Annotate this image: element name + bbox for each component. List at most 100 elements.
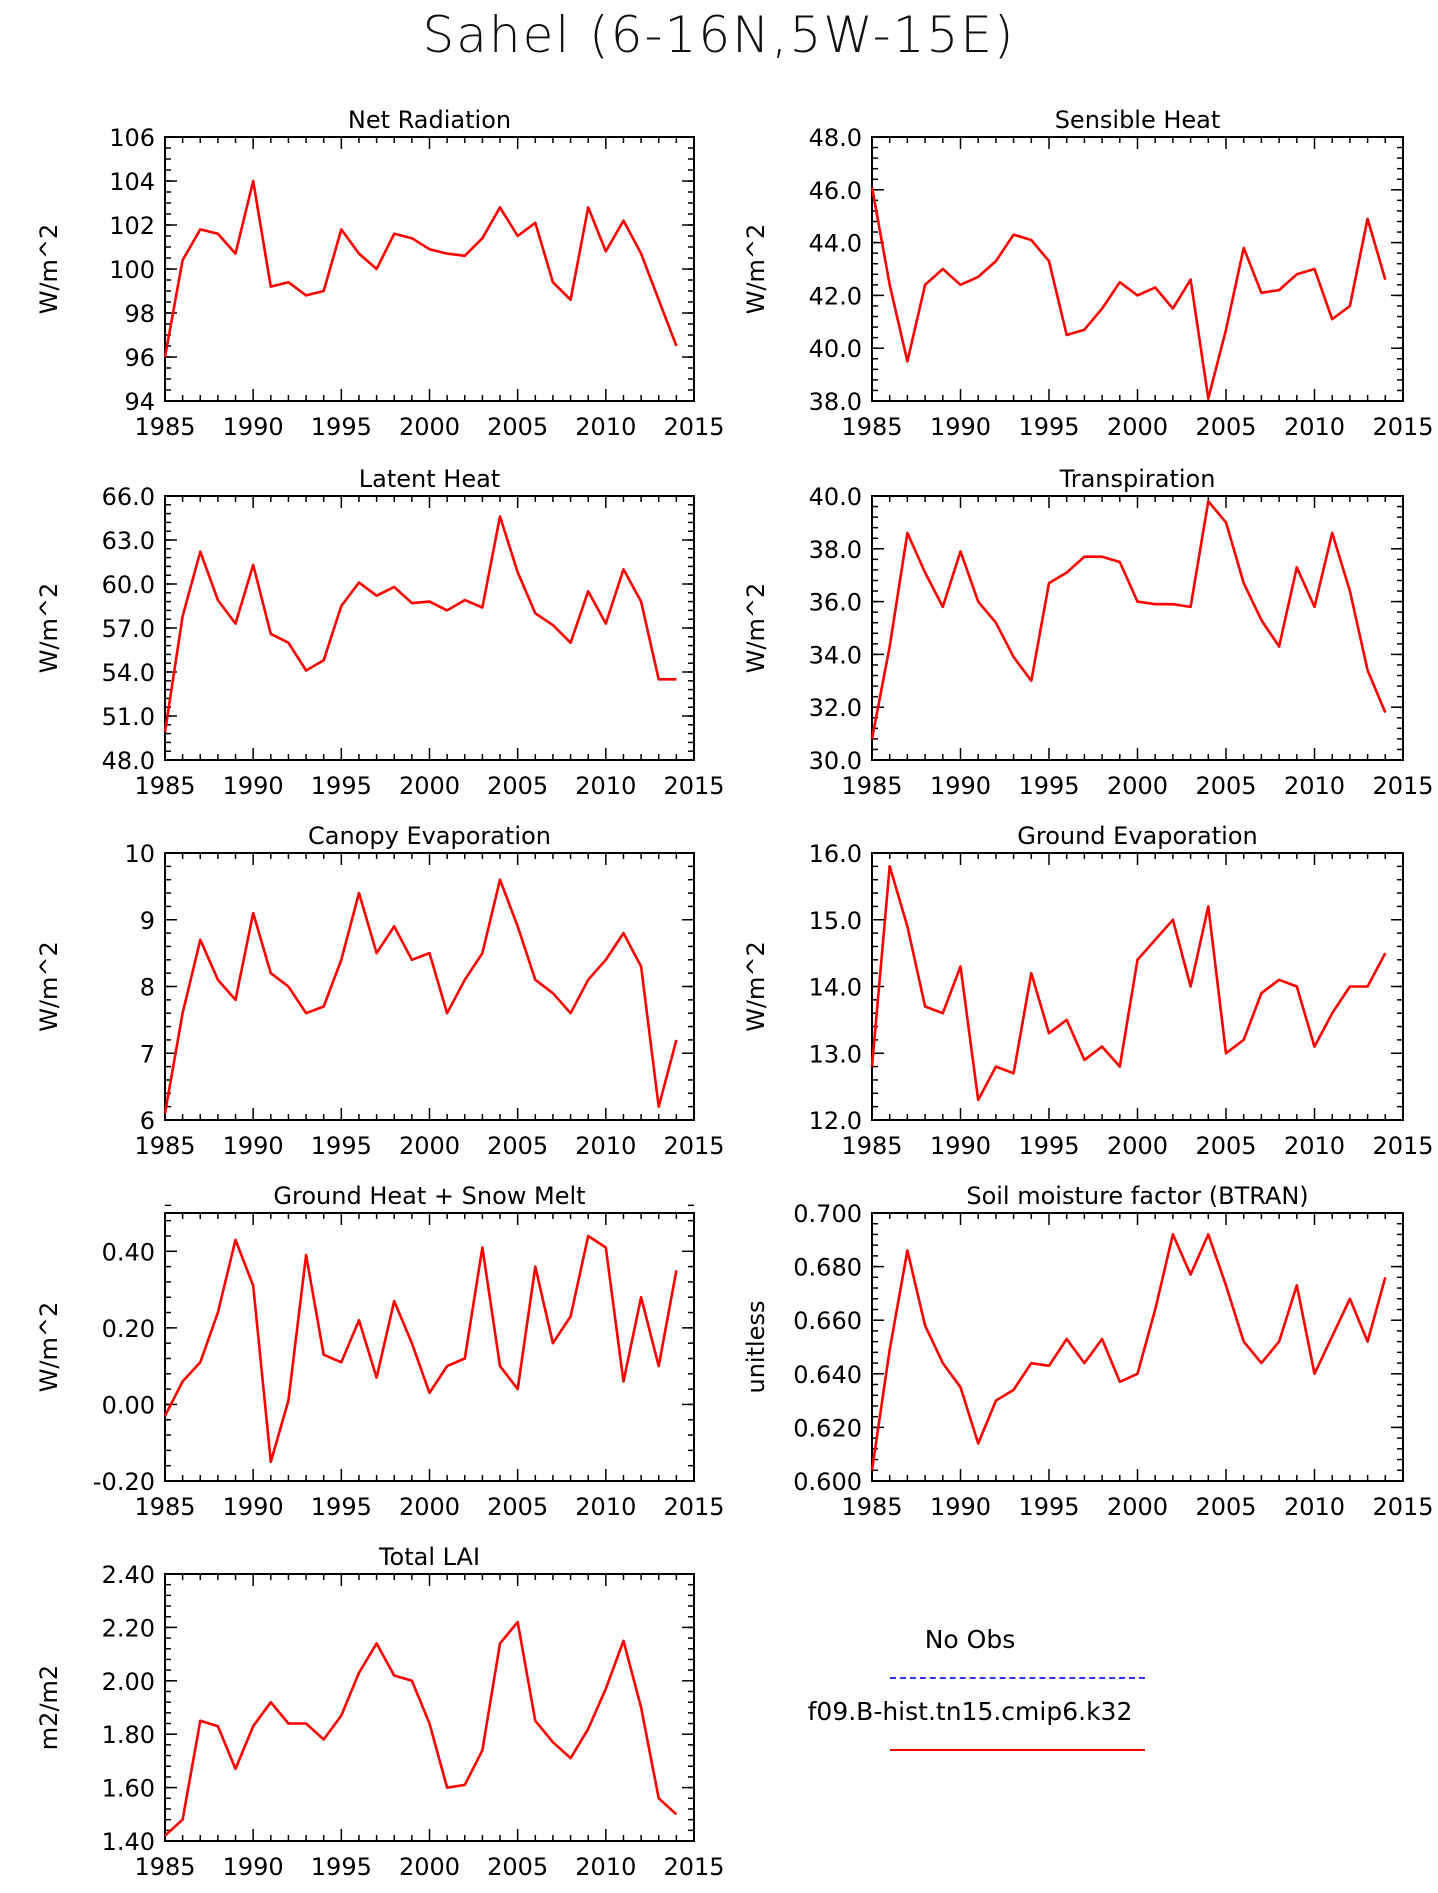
series-line bbox=[870, 864, 1387, 1102]
series-line bbox=[163, 1234, 678, 1464]
series-line bbox=[163, 179, 678, 358]
y-tick-label: 2.20 bbox=[102, 1614, 155, 1642]
series-line bbox=[163, 515, 677, 733]
x-tick-label: 2000 bbox=[399, 413, 460, 441]
y-tick-label: 100 bbox=[109, 256, 155, 284]
x-tick-label: 2000 bbox=[1107, 1493, 1168, 1521]
y-tick-label: 15.0 bbox=[809, 907, 862, 935]
y-tick-label: 13.0 bbox=[809, 1040, 862, 1068]
x-tick-label: 2000 bbox=[1107, 1132, 1168, 1160]
legend-label-obs: No Obs bbox=[924, 1625, 1016, 1654]
y-tick-label: 0.660 bbox=[793, 1307, 862, 1335]
y-tick-label: 0.00 bbox=[102, 1391, 155, 1419]
x-tick-label: 1985 bbox=[841, 1132, 902, 1160]
x-tick-label: 1985 bbox=[841, 1493, 902, 1521]
x-tick-label: 2015 bbox=[1372, 413, 1433, 441]
y-tick-label: 63.0 bbox=[102, 527, 155, 555]
y-tick-label: 0.680 bbox=[793, 1254, 862, 1282]
figure-title: Sahel (6-16N,5W-15E) bbox=[422, 6, 1016, 64]
y-tick-label: 60.0 bbox=[102, 571, 155, 599]
chart-panel-5: 1985 1990 1995 2000 2005 2010 2015 6 7 8 9 10 Canopy… bbox=[35, 822, 725, 1160]
y-axis-label: W/m^2 bbox=[35, 224, 63, 315]
x-tick-label: 2005 bbox=[1195, 413, 1256, 441]
x-tick-label: 1985 bbox=[134, 1853, 195, 1881]
x-tick-label: 1990 bbox=[930, 1132, 991, 1160]
y-axis-label: W/m^2 bbox=[35, 941, 63, 1032]
chart-panel-8: 1985 1990 1995 2000 2005 2010 2015 0.600 0.620 0.… bbox=[742, 1182, 1434, 1521]
x-tick-label: 2005 bbox=[487, 1493, 548, 1521]
y-tick-label: 0.640 bbox=[793, 1361, 862, 1389]
x-tick-label: 1990 bbox=[930, 772, 991, 800]
x-tick-label: 1985 bbox=[134, 1493, 195, 1521]
y-tick-label: 7 bbox=[140, 1040, 155, 1068]
x-tick-label: 1995 bbox=[311, 413, 372, 441]
x-tick-label: 2000 bbox=[399, 1132, 460, 1160]
plot-frame bbox=[164, 1573, 695, 1842]
y-tick-label: 54.0 bbox=[102, 659, 155, 687]
y-tick-label: 48.0 bbox=[809, 124, 862, 152]
x-tick-label: 2010 bbox=[575, 1853, 636, 1881]
x-tick-label: 1985 bbox=[841, 772, 902, 800]
x-tick-label: 1990 bbox=[930, 413, 991, 441]
x-tick-label: 2005 bbox=[487, 413, 548, 441]
y-tick-label: 106 bbox=[109, 124, 155, 152]
y-tick-label: 0.20 bbox=[102, 1315, 155, 1343]
y-axis-label: W/m^2 bbox=[742, 941, 770, 1032]
x-tick-label: 1985 bbox=[134, 413, 195, 441]
plot-frame bbox=[164, 495, 695, 761]
x-tick-label: 1985 bbox=[134, 772, 195, 800]
y-tick-label: 6 bbox=[140, 1107, 155, 1135]
x-tick-label: 1990 bbox=[223, 1132, 284, 1160]
y-tick-label: 32.0 bbox=[809, 694, 862, 722]
y-axis-label: W/m^2 bbox=[35, 1302, 63, 1393]
y-tick-label: 40.0 bbox=[809, 483, 862, 511]
plot-frame bbox=[871, 495, 1404, 761]
y-tick-label: 38.0 bbox=[809, 536, 862, 564]
panel-title: Sensible Heat bbox=[1055, 106, 1221, 134]
y-tick-label: 34.0 bbox=[809, 641, 862, 669]
y-tick-label: 12.0 bbox=[809, 1107, 862, 1135]
x-tick-label: 1995 bbox=[1018, 772, 1079, 800]
panel-title: Ground Heat + Snow Melt bbox=[273, 1182, 585, 1210]
y-tick-label: 98 bbox=[124, 300, 155, 328]
y-tick-label: 94 bbox=[124, 388, 155, 416]
y-tick-label: 1.40 bbox=[102, 1828, 155, 1856]
panel-title: Transpiration bbox=[1059, 465, 1216, 493]
y-axis-label: W/m^2 bbox=[742, 583, 770, 674]
y-axis-label: W/m^2 bbox=[35, 583, 63, 674]
y-tick-label: 36.0 bbox=[809, 589, 862, 617]
y-tick-label: 16.0 bbox=[809, 840, 862, 868]
x-tick-label: 1995 bbox=[311, 1132, 372, 1160]
y-tick-label: 0.700 bbox=[793, 1200, 862, 1228]
x-tick-label: 2015 bbox=[663, 1132, 724, 1160]
x-tick-label: 1990 bbox=[223, 1853, 284, 1881]
y-tick-label: 14.0 bbox=[809, 974, 862, 1002]
x-tick-label: 2000 bbox=[399, 1493, 460, 1521]
plot-frame bbox=[164, 852, 695, 1121]
y-tick-label: 0.40 bbox=[102, 1238, 155, 1266]
x-tick-label: 2005 bbox=[487, 1132, 548, 1160]
chart-panel-7: 1985 1990 1995 2000 2005 2010 2015 -0.20 0.00 0.2… bbox=[35, 1182, 725, 1521]
y-tick-label: 42.0 bbox=[809, 282, 862, 310]
x-tick-label: 1990 bbox=[223, 1493, 284, 1521]
x-tick-label: 2005 bbox=[487, 1853, 548, 1881]
y-tick-label: 1.80 bbox=[102, 1721, 155, 1749]
panel-title: Canopy Evaporation bbox=[308, 822, 551, 850]
x-tick-label: 2000 bbox=[399, 772, 460, 800]
x-tick-label: 1995 bbox=[1018, 1493, 1079, 1521]
panel-title: Total LAI bbox=[378, 1543, 480, 1571]
x-tick-label: 1995 bbox=[1018, 1132, 1079, 1160]
panel-title: Net Radiation bbox=[348, 106, 511, 134]
series-line bbox=[870, 186, 1387, 400]
chart-panel-3: 1985 1990 1995 2000 2005 2010 2015 48.0 51.0 54.0… bbox=[35, 465, 725, 800]
y-tick-label: 30.0 bbox=[809, 747, 862, 775]
y-axis-label: m2/m2 bbox=[35, 1665, 63, 1750]
y-tick-label: 44.0 bbox=[809, 230, 862, 258]
legend-line-model bbox=[890, 1749, 1145, 1751]
x-tick-label: 1995 bbox=[311, 1853, 372, 1881]
x-tick-label: 1995 bbox=[311, 772, 372, 800]
plot-frame bbox=[164, 1212, 695, 1482]
x-tick-label: 1990 bbox=[223, 413, 284, 441]
legend-line-obs bbox=[890, 1677, 1145, 1679]
